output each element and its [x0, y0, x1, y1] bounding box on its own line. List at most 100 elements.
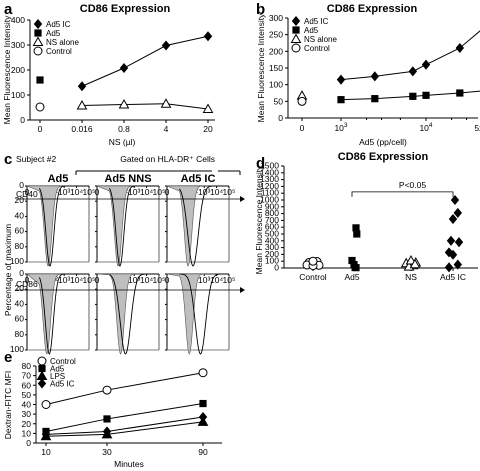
series-line [340, 90, 480, 101]
y-tick-label: 300 [11, 40, 25, 50]
x-tick-label: 0 [300, 123, 305, 133]
data-point [102, 385, 112, 395]
series-line [340, 30, 480, 81]
y-axis-label: Dextran-FITC MFI [3, 371, 13, 439]
y-tick-label: 40 [15, 298, 25, 308]
panel-a: a CD86 Expression 0 100 200 300 400 0 0.016 0.8 4 2… [2, 1, 215, 147]
x-tick-label: 20 [203, 124, 213, 134]
x-tick-label: 10 [41, 447, 51, 457]
y-tick-label: 60 [15, 314, 25, 324]
legend-marker [38, 364, 46, 373]
series-line [45, 372, 204, 405]
legend-label: Ad5 IC [50, 380, 75, 389]
panel-d: d CD86 Expression 010020030040050060070080… [254, 151, 478, 282]
y-tick-label: 300 [265, 242, 279, 252]
legend-marker [37, 378, 47, 389]
legend-marker [33, 46, 43, 56]
data-point [421, 59, 431, 70]
y-tick-label: 1100 [261, 188, 280, 198]
x-tick-label: 10³ [58, 275, 70, 285]
sample-histogram [109, 273, 150, 355]
column-title: Ad5 [48, 173, 69, 185]
y-axis-label: Mean Fluorescence Intensity [254, 165, 264, 274]
data-point [422, 91, 430, 99]
x-tick-label: 0.8 [118, 124, 130, 134]
sample-histogram [39, 185, 80, 267]
legend-marker [291, 15, 301, 27]
data-point [337, 96, 345, 104]
legend-label: Ad5 [46, 29, 61, 38]
legend-marker [290, 33, 302, 43]
panel-label: e [4, 349, 12, 366]
y-tick-label: 1000 [260, 195, 279, 205]
y-tick-label: 600 [265, 222, 279, 232]
x-tick-label: NS [405, 272, 417, 282]
y-tick-label: 50 [274, 96, 284, 106]
x-tick-label: 0 [165, 187, 170, 197]
y-axis-label: Percentage of maximum [3, 224, 13, 316]
legend-marker [32, 36, 44, 46]
y-tick-label: 0 [278, 113, 283, 123]
x-tick-label: 5x104 [474, 122, 480, 133]
y-tick-label: 200 [265, 249, 279, 259]
data-point [448, 214, 458, 225]
legend-label: Ad5 IC [46, 20, 71, 29]
data-point [453, 259, 462, 270]
data-point [161, 40, 171, 51]
subtitle: Subject #2 [16, 154, 56, 164]
data-point [446, 235, 456, 246]
data-point [450, 194, 460, 206]
data-point [35, 102, 45, 112]
y-tick-label: 1300 [260, 174, 279, 184]
y-tick-label: 40 [22, 400, 32, 410]
data-point [456, 89, 464, 97]
y-tick-label: 250 [269, 30, 283, 40]
data-point [103, 415, 111, 423]
x-tick-label: 30 [102, 447, 112, 457]
panel-label: b [256, 1, 265, 18]
sample-histogram [38, 273, 80, 355]
legend-marker [34, 29, 42, 37]
legend-marker [37, 356, 47, 366]
x-tick-label: 10⁴ [140, 275, 153, 285]
data-point [199, 399, 207, 408]
y-tick-label: 400 [265, 235, 279, 245]
x-tick-label: 10⁴ [70, 275, 83, 285]
y-tick-label: 0 [19, 268, 24, 278]
chart-title: CD86 Expression [80, 3, 171, 15]
x-tick-label: 10³ [198, 275, 210, 285]
x-tick-label: 10³ [128, 275, 140, 285]
legend-label: Control [46, 47, 72, 56]
x-tick-label: 10⁴ [210, 275, 223, 285]
y-tick-label: 80 [15, 329, 25, 339]
data-point [409, 92, 417, 100]
y-tick-label: 100 [265, 256, 279, 266]
x-tick-label: 10⁵ [153, 187, 166, 197]
y-tick-label: 0 [20, 115, 25, 125]
significance-label: P<0.05 [399, 180, 426, 190]
isotype-histogram [96, 273, 150, 355]
x-axis-label: NS (µl) [109, 137, 136, 147]
legend-marker [292, 26, 300, 34]
data-point [444, 262, 454, 273]
panel-b: b CD86 Expression 0 50 100 150 200 250 300 0 103 10… [256, 1, 480, 147]
x-tick-label: 10⁴ [210, 187, 223, 197]
data-point [370, 71, 380, 82]
data-point [454, 237, 464, 248]
data-point [408, 66, 418, 77]
data-point [371, 95, 379, 103]
sample-histogram [179, 185, 220, 267]
isotype-histogram [96, 185, 150, 267]
y-tick-label: 50 [22, 390, 32, 400]
data-point [352, 224, 360, 232]
x-tick-label: 0.016 [71, 124, 93, 134]
chart-title: CD86 Expression [338, 151, 429, 163]
y-tick-label: 1500 [260, 161, 279, 171]
legend-label: Ad5 [50, 365, 65, 374]
y-tick-label: 300 [269, 13, 283, 23]
x-tick-label: 0 [25, 187, 30, 197]
x-axis-label: Minutes [114, 459, 144, 469]
data-point [77, 81, 87, 92]
x-tick-label: 4 [164, 124, 169, 134]
panel-label: d [256, 155, 265, 172]
